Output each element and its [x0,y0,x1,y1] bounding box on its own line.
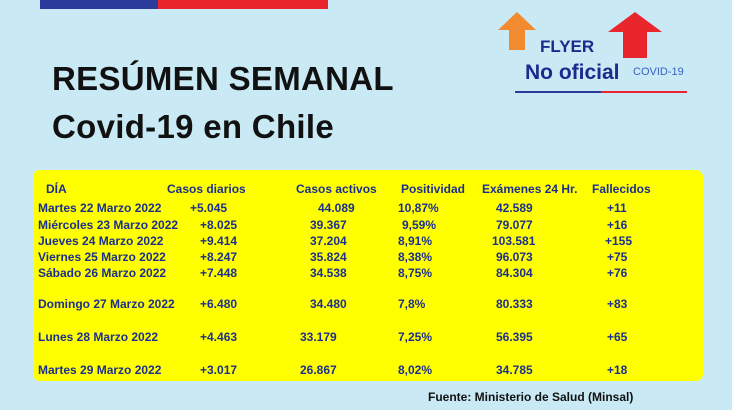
cell-examenes: 103.581 [492,234,536,248]
cell-dia: Jueves 24 Marzo 2022 [38,234,164,248]
cell-casos-activos: 35.824 [310,250,347,264]
cell-dia: Viernes 25 Marzo 2022 [38,250,166,264]
cell-fallecidos: +75 [607,250,628,264]
flag-stripe-blue [40,0,158,9]
title-line-2: Covid-19 en Chile [52,108,334,145]
cell-fallecidos: +65 [607,330,628,344]
cell-positividad: 8,75% [398,266,433,280]
cell-casos-activos: 37.204 [310,234,347,248]
badge-underline-red [601,91,687,93]
cell-examenes: 34.785 [496,363,533,377]
cell-casos-activos: 33.179 [300,330,337,344]
cell-examenes: 79.077 [496,218,533,232]
cell-positividad: 10,87% [398,201,439,215]
cell-dia: Martes 29 Marzo 2022 [38,363,162,377]
data-table-panel [33,170,703,381]
cell-casos-activos: 34.480 [310,297,347,311]
cell-casos-diarios: +8.025 [200,218,238,232]
cell-examenes: 56.395 [496,330,533,344]
cell-dia: Miércoles 23 Marzo 2022 [38,218,179,232]
source-note: Fuente: Ministerio de Salud (Minsal) [428,390,634,404]
cell-examenes: 80.333 [496,297,533,311]
cell-casos-diarios: +7.448 [200,266,238,280]
cell-positividad: 8,91% [398,234,433,248]
cell-casos-activos: 39.367 [310,218,347,232]
cell-casos-diarios: +4.463 [200,330,238,344]
cell-casos-activos: 34.538 [310,266,347,280]
cell-fallecidos: +155 [605,234,633,248]
cell-casos-diarios: +8.247 [200,250,238,264]
cell-examenes: 84.304 [496,266,533,280]
arrow-up-icon [608,12,662,58]
cell-examenes: 42.589 [496,201,533,215]
cell-fallecidos: +18 [607,363,628,377]
arrow-up-icon [498,12,536,50]
cell-dia: Lunes 28 Marzo 2022 [38,330,159,344]
cell-examenes: 96.073 [496,250,533,264]
cell-casos-diarios: +6.480 [200,297,238,311]
cell-positividad: 9,59% [402,218,437,232]
cell-dia: Martes 22 Marzo 2022 [38,201,162,215]
badge-underline-blue [515,91,601,93]
cell-casos-diarios: +9.414 [200,234,238,248]
cell-casos-activos: 44.089 [318,201,355,215]
cell-positividad: 8,38% [398,250,433,264]
cell-dia: Sábado 26 Marzo 2022 [38,266,167,280]
header-fallecidos: Fallecidos [592,182,651,196]
flyer-label: FLYER [540,37,595,56]
cell-positividad: 7,25% [398,330,433,344]
cell-casos-diarios: +5.045 [190,201,228,215]
header-examenes: Exámenes 24 Hr. [482,182,578,196]
header-casos-activos: Casos activos [296,182,377,196]
title-line-1: RESÚMEN SEMANAL [52,60,394,97]
cell-positividad: 7,8% [398,297,426,311]
header-positividad: Positividad [401,182,466,196]
no-oficial-label: No oficial [525,61,620,84]
cell-fallecidos: +76 [607,266,628,280]
cell-fallecidos: +83 [607,297,628,311]
header-casos-diarios: Casos diarios [167,182,246,196]
cell-dia: Domingo 27 Marzo 2022 [38,297,175,311]
flag-stripe-red [158,0,328,9]
cell-casos-activos: 26.867 [300,363,337,377]
cell-fallecidos: +16 [607,218,628,232]
header-dia: DÍA [46,182,67,196]
covid-label: COVID-19 [633,66,684,78]
cell-fallecidos: +11 [607,201,627,215]
cell-positividad: 8,02% [398,363,433,377]
cell-casos-diarios: +3.017 [200,363,238,377]
